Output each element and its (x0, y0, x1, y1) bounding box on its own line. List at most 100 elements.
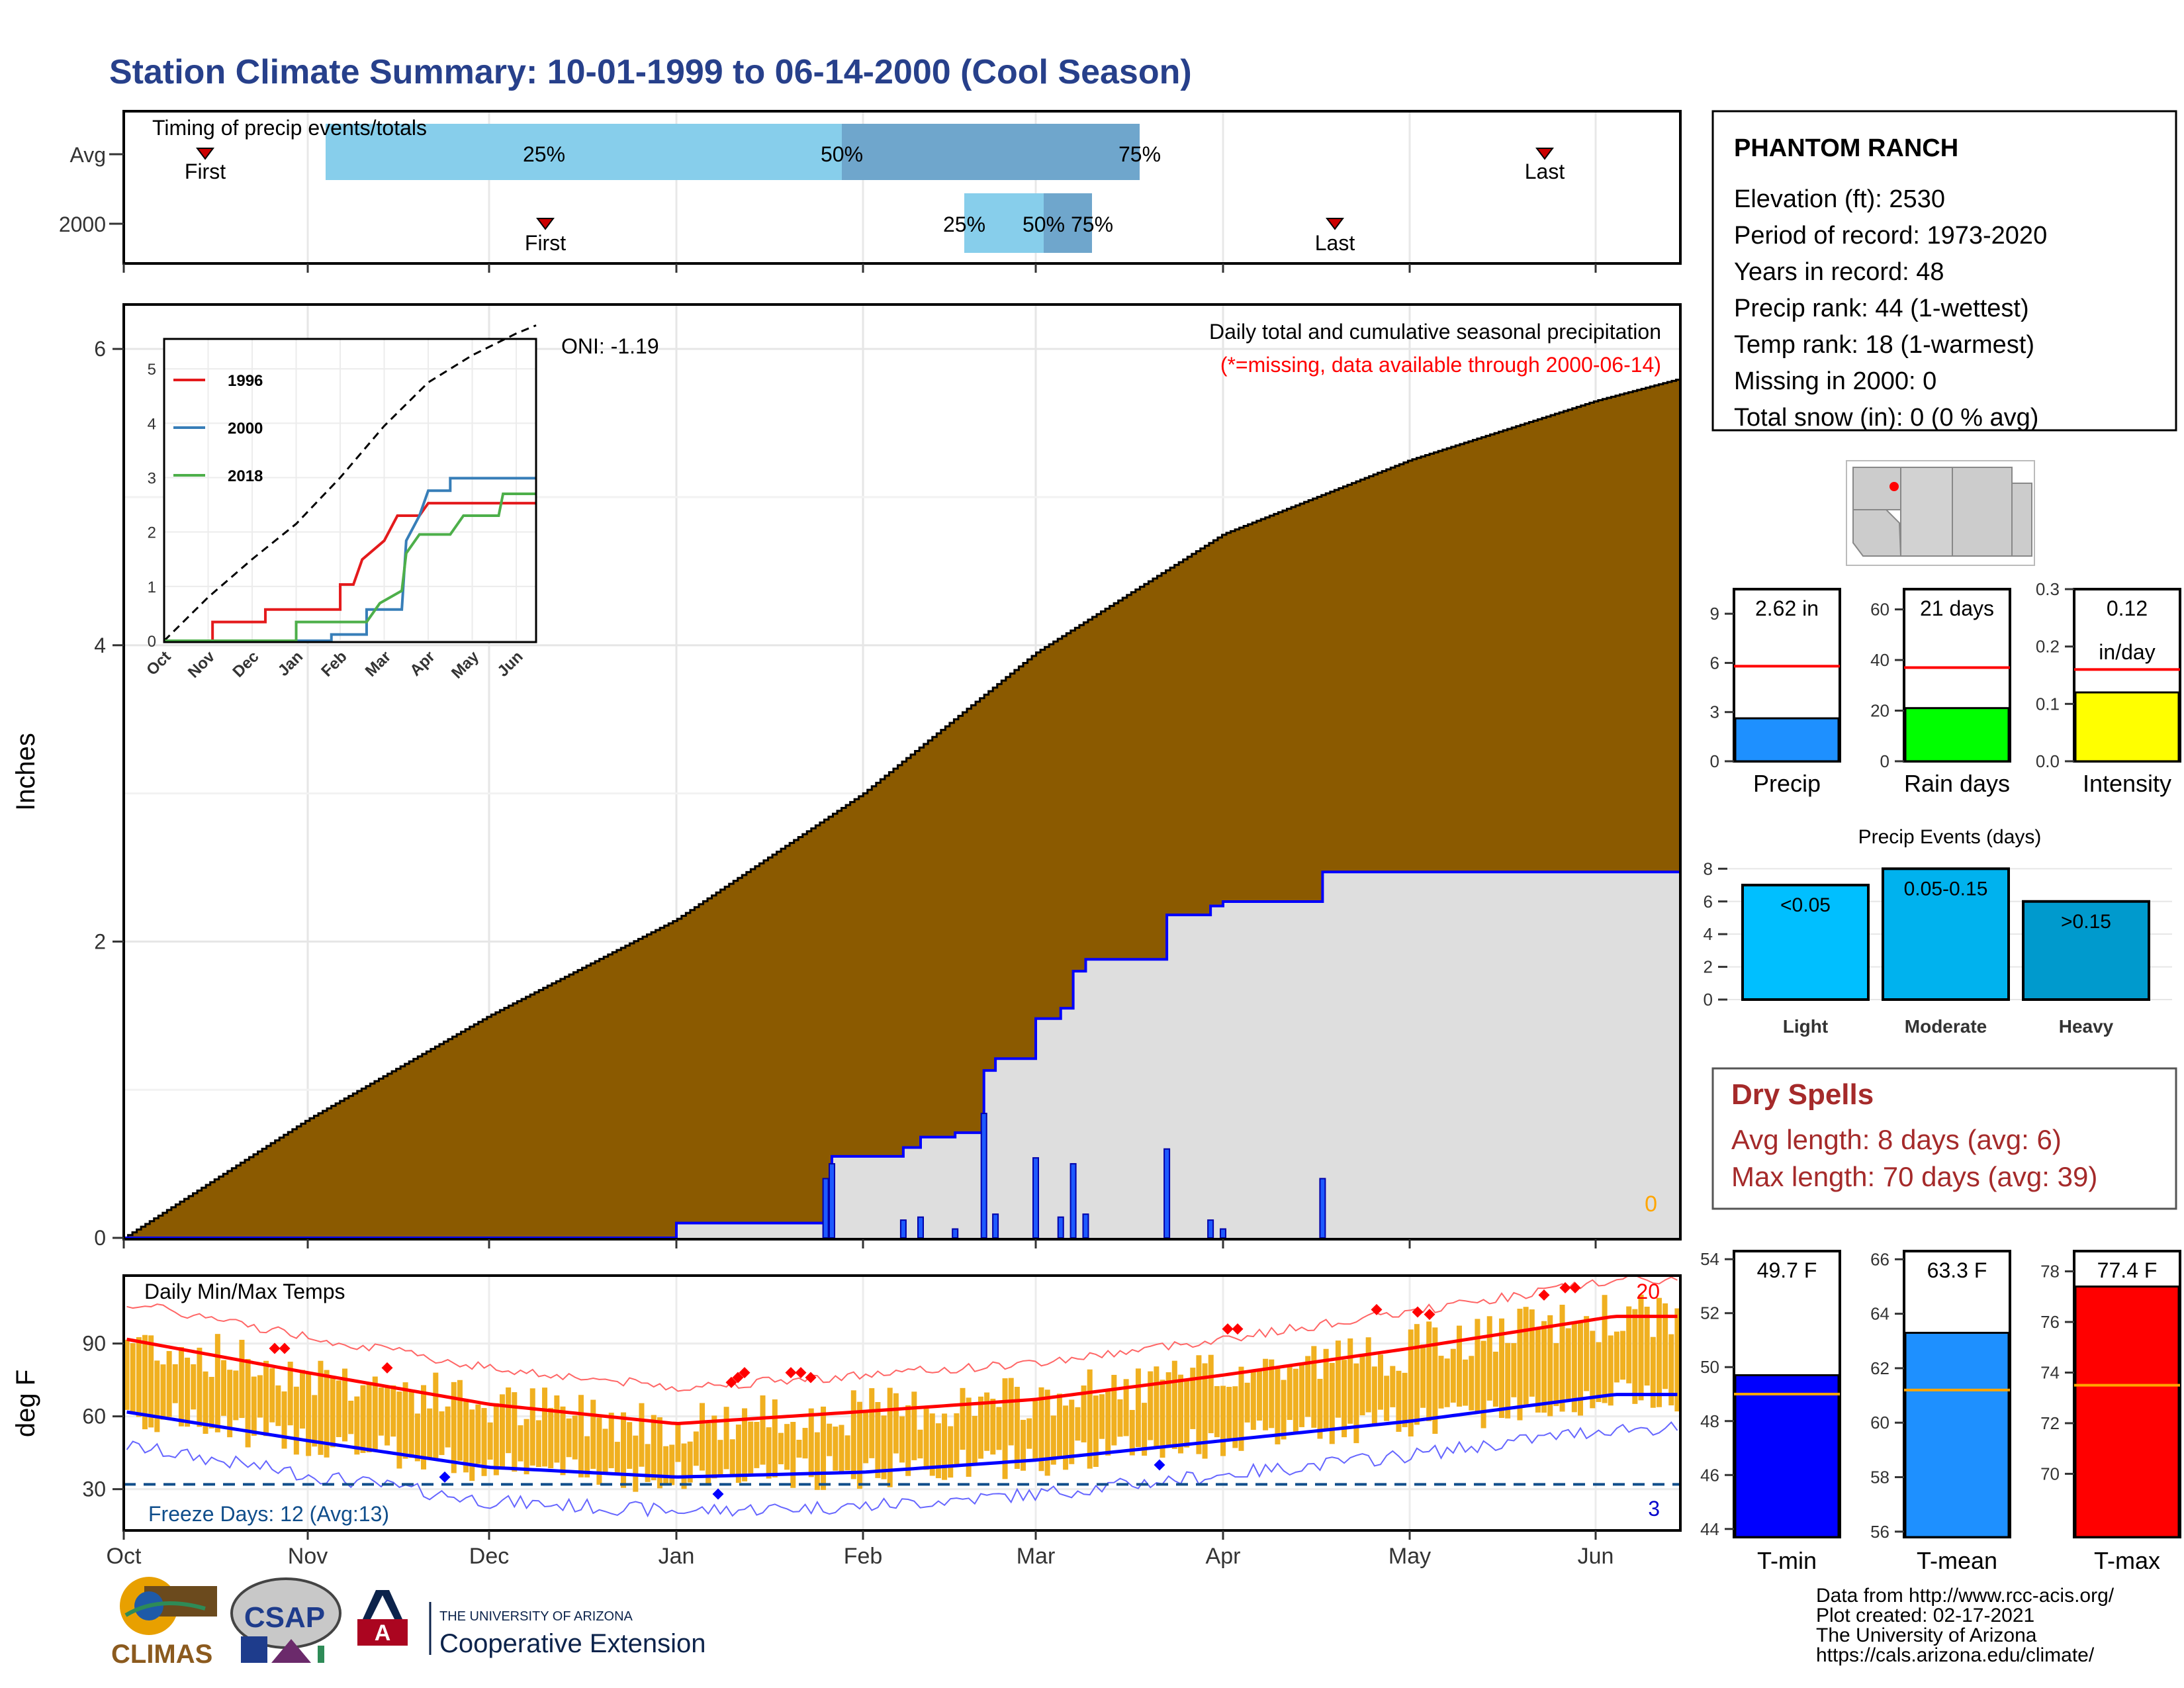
event-bar-light (1741, 884, 1870, 1002)
daily-temp-bar (1184, 1380, 1190, 1448)
daily-temp-bar (802, 1428, 808, 1459)
record-max-marker (1569, 1282, 1581, 1293)
temp-summary-t-mean: 56 58 60 62 64 66 63.3 F T-mean (1870, 1249, 2011, 1574)
daily-temp-bar (887, 1387, 893, 1487)
daily-temp-bar (1329, 1362, 1335, 1444)
daily-temp-bar (269, 1368, 275, 1423)
daily-temp-bar (766, 1427, 772, 1479)
daily-temp-bar (1238, 1366, 1244, 1451)
missing-count: 0 (1645, 1192, 1657, 1217)
record-max-marker (785, 1367, 797, 1379)
daily-temp-bar (1584, 1316, 1590, 1391)
daily-temp-bar (1032, 1401, 1038, 1459)
daily-temp-bar (518, 1425, 523, 1462)
daily-temp-bar (257, 1375, 263, 1418)
daily-temp-bar (899, 1416, 905, 1463)
daily-temp-bar (723, 1407, 729, 1470)
daily-temp-bar (935, 1423, 941, 1479)
daily-temp-bar (1208, 1354, 1214, 1434)
station-line-precip-rank: Precip rank: 44 (1-wettest) (1734, 295, 2029, 322)
temp-summary-ytick-label: 60 (1870, 1413, 1889, 1432)
month-tick-label: May (1388, 1544, 1431, 1569)
daily-temp-bar (1002, 1378, 1008, 1479)
daily-temp-bar (1190, 1368, 1196, 1429)
month-tick-label: Jun (1578, 1544, 1614, 1569)
daily-temp-bar (299, 1370, 305, 1429)
daily-temp-bar (705, 1423, 711, 1485)
summary-bar-intensity: 0.0 0.1 0.2 0.3 0.12 in/day Intensity (2036, 579, 2181, 797)
daily-temp-bar (663, 1446, 669, 1485)
daily-temp-bar (717, 1440, 723, 1476)
inset-ytick-label: 4 (148, 415, 156, 433)
daily-precip-bar (980, 1113, 987, 1239)
inset-xtick-label: Jan (275, 647, 306, 679)
daily-temp-bar (542, 1387, 548, 1467)
daily-temp-bar (529, 1388, 535, 1466)
temp-summary-t-max: 70 72 74 76 78 77.4 F T-max (2040, 1250, 2181, 1574)
cumulative-2000-area (676, 872, 1680, 1238)
footer-line-plot-created: Plot created: 02-17-2021 (1816, 1605, 2034, 1626)
timing-avg-first-marker (196, 148, 214, 160)
daily-temp-bar (1559, 1304, 1565, 1412)
daily-temp-bar (1602, 1295, 1608, 1403)
daily-temp-bar (1093, 1395, 1099, 1468)
event-bar-moderate (1882, 867, 2010, 1001)
daily-temp-bar (1160, 1380, 1165, 1458)
daily-temp-bar (1590, 1331, 1596, 1409)
record-max-marker (1559, 1282, 1571, 1293)
daily-precip-bar (1207, 1219, 1214, 1239)
record-max-marker (1424, 1309, 1435, 1321)
precip-ylabel: Inches (11, 733, 40, 811)
summary-ytick-label: 9 (1710, 604, 1719, 624)
climas-text: CLIMAS (111, 1640, 212, 1669)
daily-temp-bar (1317, 1378, 1323, 1439)
timing-2000-q50: 50% (1023, 212, 1065, 236)
timing-2000-last: Last (1315, 231, 1355, 255)
record-max-marker (805, 1372, 817, 1383)
daily-temp-bar (233, 1370, 239, 1421)
temp-ytick-label: 30 (82, 1477, 106, 1501)
temp-frame (122, 1274, 1682, 1532)
csap-logo: CSAP (230, 1577, 341, 1663)
month-tick-label: Apr (1206, 1544, 1241, 1569)
daily-temp-bar (142, 1335, 148, 1430)
summary-ytick-label: 0 (1880, 751, 1889, 771)
temp-summary-category-label: T-max (2094, 1547, 2160, 1574)
inset-ytick-label: 5 (148, 361, 156, 379)
daily-temp-bar (1269, 1359, 1275, 1429)
climas-logo: CLIMAS (111, 1577, 217, 1669)
daily-precip-bar (1082, 1213, 1089, 1239)
event-bar-label: 0.05-0.15 (1904, 878, 1988, 900)
daily-temp-bar (1432, 1327, 1438, 1434)
temp-summary-ytick-label: 62 (1870, 1358, 1889, 1378)
record-max-marker (1232, 1323, 1244, 1335)
summary-bar-rain-days: 0 20 40 60 21 days Rain days (1870, 588, 2011, 797)
summary-value-label: 2.62 in (1755, 596, 1819, 620)
daily-temp-bar (590, 1399, 596, 1469)
temp-summary-ytick-label: 74 (2040, 1363, 2060, 1383)
record-max-marker (795, 1367, 807, 1379)
daily-temp-bar (729, 1439, 735, 1477)
daily-temp-bar (197, 1347, 203, 1427)
summary-ytick-label: 0 (1710, 751, 1719, 771)
station-location-dot (1889, 482, 1899, 491)
daily-temp-bar (1650, 1336, 1656, 1408)
daily-temp-bar (1608, 1335, 1614, 1406)
dry-spells-box: Dry Spells Avg length: 8 days (avg: 6) M… (1711, 1067, 2177, 1210)
daily-temp-bar (1475, 1319, 1480, 1414)
daily-temp-bar (1305, 1356, 1311, 1417)
daily-temp-bar (1463, 1359, 1469, 1406)
inset-xtick-label: Jun (494, 647, 526, 680)
locator-map (1846, 460, 2035, 566)
daily-temp-bar (1638, 1294, 1644, 1401)
daily-temp-bar (499, 1394, 505, 1469)
daily-temp-bar (578, 1395, 584, 1477)
daily-temp-bar (366, 1382, 372, 1452)
month-tick-label: Nov (288, 1544, 328, 1569)
daily-temp-bar (457, 1380, 463, 1461)
daily-temp-bar (1021, 1419, 1026, 1471)
record-min-marker (1154, 1459, 1165, 1471)
summary-ytick-label: 3 (1710, 702, 1719, 722)
daily-temp-bar (1402, 1372, 1408, 1427)
temp-summary-ytick-label: 46 (1700, 1465, 1719, 1485)
